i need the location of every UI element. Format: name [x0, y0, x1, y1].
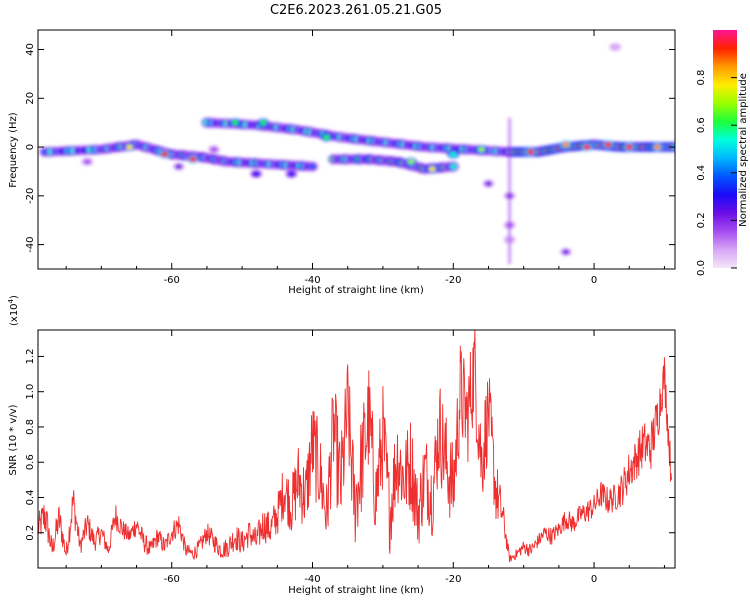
- x-tick-label: -40: [304, 275, 320, 286]
- colorbar-ticks: 0.0 0.2 0.4 0.6 0.8: [696, 70, 737, 276]
- spectrogram-y-ticks: -40 -20 0 20 40: [25, 43, 675, 253]
- heatmap-ridge-cell: [449, 163, 457, 170]
- y-tick-label: 0.8: [25, 419, 36, 435]
- snr-y-multiplier: (x104): [7, 295, 20, 326]
- snr-x-label: Height of straight line (km): [288, 585, 424, 596]
- spectrogram-x-ticks: -60 -40 -20 0: [65, 30, 665, 286]
- colorbar-label: Normalized spectral amplitude: [738, 73, 749, 227]
- heatmap-spot: [125, 144, 134, 150]
- colorbar-tick-label: 0.2: [696, 212, 707, 228]
- colorbar-gradient: [713, 30, 737, 268]
- heatmap-spot: [83, 159, 91, 165]
- snr-series-line: [38, 330, 672, 563]
- x-tick-label: -40: [304, 574, 320, 585]
- heatmap-spot: [210, 146, 218, 153]
- heatmap-spot: [407, 159, 415, 165]
- heatmap-spot: [484, 181, 493, 187]
- colorbar: 0.0 0.2 0.4 0.6 0.8 Normalized spectral ampl…: [696, 30, 749, 276]
- x-tick-label: 0: [591, 275, 597, 286]
- heatmap-ridge-cell: [308, 163, 317, 170]
- x-tick-label: -60: [164, 275, 180, 286]
- colorbar-tick-label: 0.8: [696, 70, 707, 86]
- snr-y-label: SNR (10 * v/v): [8, 404, 19, 475]
- heatmap-spot: [175, 163, 183, 170]
- spectrogram-panel: -60 -40 -20 0 -40 -20 0 20 40 Height of straigh…: [8, 29, 676, 296]
- colorbar-tick-label: 0.0: [696, 260, 707, 276]
- heatmap-spot: [231, 120, 239, 126]
- y-tick-label: 0.4: [25, 490, 36, 506]
- spectrogram-heatmap: [39, 42, 675, 265]
- snr-plot-area: [38, 330, 675, 568]
- snr-frame: [37, 329, 676, 569]
- y-tick-label: -40: [25, 236, 36, 252]
- heatmap-spot: [449, 151, 457, 157]
- heatmap-spot: [562, 249, 570, 255]
- snr-y-ticks: 0.2 0.4 0.6 0.8 1.0 1.2: [25, 348, 675, 541]
- snr-panel: -60 -40 -20 0 0.2 0.4 0.6 0.8 1.0 1.2 Height of …: [7, 295, 676, 596]
- heatmap-spot: [477, 146, 486, 153]
- y-tick-label: 1.0: [25, 384, 36, 400]
- y-tick-label: 0.2: [25, 525, 36, 541]
- spectrogram-frame: [37, 29, 676, 270]
- colorbar-tick-label: 0.6: [696, 117, 707, 133]
- colorbar-tick-label: 0.4: [696, 165, 707, 181]
- heatmap-spot: [527, 149, 535, 155]
- heatmap-spot: [259, 120, 267, 126]
- heatmap-spot: [625, 144, 633, 150]
- y-tick-label: 0: [25, 144, 36, 150]
- chart-title: C2E6.2023.261.05.21.G05: [270, 3, 442, 18]
- y-tick-label: 40: [25, 43, 36, 56]
- heatmap-spot: [562, 142, 570, 148]
- snr-x-ticks: -60 -40 -20 0: [65, 330, 665, 585]
- y-tick-label: -20: [25, 188, 36, 204]
- heatmap-spot: [287, 171, 295, 177]
- heatmap-spot: [189, 156, 197, 162]
- heatmap-spot: [611, 44, 619, 50]
- heatmap-spot: [252, 171, 260, 177]
- y-tick-label: 20: [25, 92, 36, 105]
- heatmap-spot: [428, 166, 436, 172]
- y-tick-label: 1.2: [25, 348, 36, 364]
- spectrogram-x-label: Height of straight line (km): [288, 285, 424, 296]
- spectrogram-y-label: Frequency (Hz): [8, 112, 19, 188]
- x-tick-label: -20: [445, 574, 461, 585]
- heatmap-spot: [322, 134, 331, 140]
- x-tick-label: 0: [591, 574, 597, 585]
- y-tick-label: 0.6: [25, 454, 36, 470]
- heatmap-spot: [604, 142, 612, 148]
- heatmap-spot: [653, 144, 662, 150]
- x-tick-label: -20: [445, 275, 461, 286]
- heatmap-spot: [161, 151, 169, 157]
- heatmap-spot: [583, 144, 591, 150]
- x-tick-label: -60: [164, 574, 180, 585]
